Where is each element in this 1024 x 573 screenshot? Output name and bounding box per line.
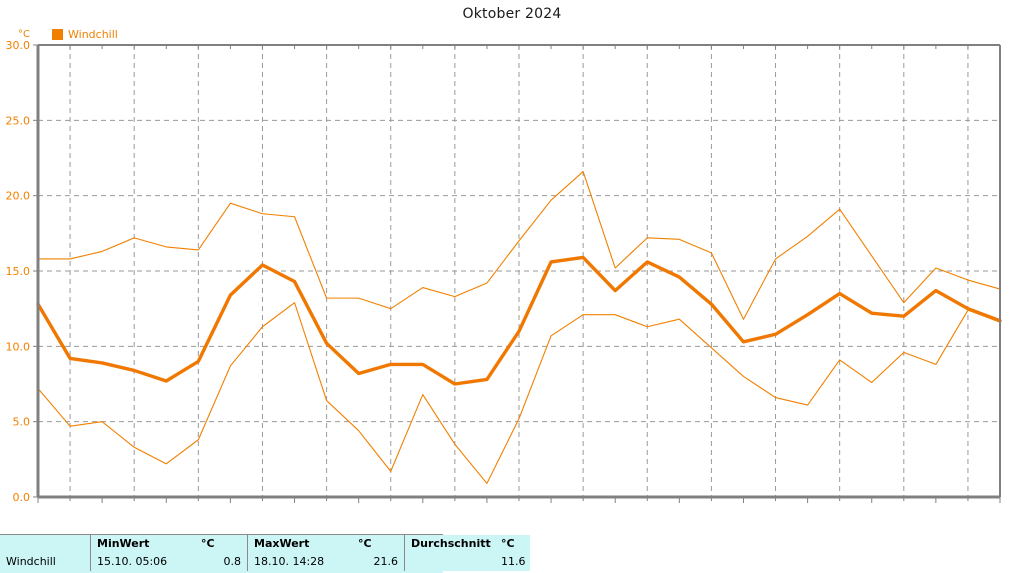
legend-square-icon xyxy=(52,29,63,40)
stats-table-element: MinWert °C MaxWert °C Durchschnitt °C Wi… xyxy=(0,535,530,571)
header-min-unit: °C xyxy=(195,535,248,553)
chart-legend: Windchill xyxy=(52,29,118,40)
y-axis-tick-label: 15.0 xyxy=(6,265,31,278)
header-blank xyxy=(0,535,91,553)
chart-svg: 0.05.010.015.020.025.030.012345678910111… xyxy=(6,39,1002,504)
row-label-windchill: Windchill xyxy=(0,553,91,571)
header-avg-label: Durchschnitt xyxy=(404,535,495,553)
legend-label-windchill: Windchill xyxy=(68,28,118,41)
header-min-label: MinWert xyxy=(90,535,195,553)
series-line-durchschnitt xyxy=(36,255,1002,386)
cell-min-value: 0.8 xyxy=(195,553,248,571)
cell-avg-blank xyxy=(404,553,495,571)
cell-min-datetime: 15.10. 05:06 xyxy=(90,553,195,571)
header-avg-unit: °C xyxy=(495,535,530,553)
chart-plot-area: 0.05.010.015.020.025.030.012345678910111… xyxy=(6,39,1002,504)
y-axis-unit-label: °C xyxy=(18,29,30,40)
table-row: Windchill 15.10. 05:06 0.8 18.10. 14:28 … xyxy=(0,553,530,571)
y-axis-tick-label: 30.0 xyxy=(6,39,31,52)
series-line-maximum xyxy=(37,171,1001,320)
table-header-row: MinWert °C MaxWert °C Durchschnitt °C xyxy=(0,535,530,553)
header-max-unit: °C xyxy=(352,535,405,553)
cell-avg-value: 11.6 xyxy=(495,553,530,571)
series-line-minimum xyxy=(37,302,1001,484)
y-axis-tick-label: 5.0 xyxy=(13,416,31,429)
statistics-table: MinWert °C MaxWert °C Durchschnitt °C Wi… xyxy=(0,534,530,573)
y-axis-tick-label: 0.0 xyxy=(13,491,31,504)
cell-max-value: 21.6 xyxy=(352,553,405,571)
y-axis-tick-label: 20.0 xyxy=(6,190,31,203)
y-axis-tick-label: 10.0 xyxy=(6,340,31,353)
page-title: Oktober 2024 xyxy=(462,6,562,22)
cell-max-datetime: 18.10. 14:28 xyxy=(247,553,352,571)
y-axis-tick-label: 25.0 xyxy=(6,114,31,127)
header-max-label: MaxWert xyxy=(247,535,352,553)
